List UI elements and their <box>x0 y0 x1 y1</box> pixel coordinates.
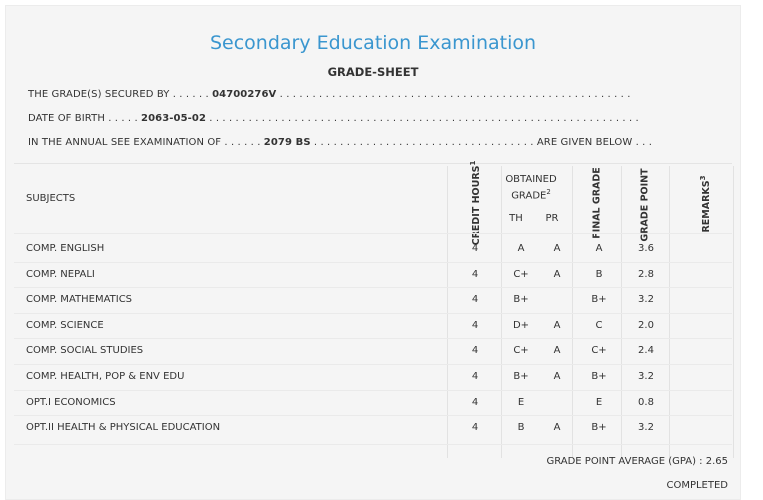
row-pr: A <box>553 371 561 382</box>
col-line <box>733 166 734 458</box>
row-pr: A <box>553 319 561 331</box>
row-th: C+ <box>513 345 529 357</box>
header-subjects: SUBJECTS <box>26 193 76 204</box>
row-credit: 4 <box>471 268 479 280</box>
exam-line: IN THE ANNUAL SEE EXAMINATION OF . . . .… <box>28 137 653 148</box>
col-line <box>621 166 622 458</box>
gpa-label: GRADE POINT AVERAGE (GPA) : <box>546 456 703 467</box>
status-text: COMPLETED <box>666 480 728 491</box>
row-divider <box>14 338 732 340</box>
col-line <box>501 166 502 458</box>
col-line <box>572 166 573 458</box>
row-gp: 0.8 <box>638 396 654 408</box>
row-subject: OPT.II HEALTH & PHYSICAL EDUCATION <box>26 422 221 434</box>
row-subject: COMP. SOCIAL STUDIES <box>26 345 144 357</box>
row-credit: 4 <box>471 345 479 357</box>
row-pr: A <box>553 243 561 254</box>
row-divider <box>14 389 732 391</box>
row-subject: COMP. SCIENCE <box>26 319 104 331</box>
divider <box>14 163 732 164</box>
row-subject: COMP. NEPALI <box>26 268 95 280</box>
row-credit: 4 <box>471 396 479 408</box>
row-credit: 4 <box>471 319 479 331</box>
row-divider <box>14 261 732 263</box>
row-final: B <box>595 268 603 280</box>
row-gp: 2.0 <box>638 319 654 331</box>
header-grade-point: GRADE POINT <box>639 168 651 242</box>
col-line <box>447 166 448 458</box>
row-divider <box>14 312 732 314</box>
exam-label: IN THE ANNUAL SEE EXAMINATION OF <box>28 137 222 148</box>
dob-line: DATE OF BIRTH . . . . . 2063-05-02 . . .… <box>28 113 639 124</box>
row-pr: A <box>553 268 561 280</box>
row-th: B+ <box>513 294 529 306</box>
secured-by-label: THE GRADE(S) SECURED BY <box>28 89 170 100</box>
row-final: B+ <box>591 294 607 306</box>
row-subject: OPT.I ECONOMICS <box>26 396 116 408</box>
dob-label: DATE OF BIRTH <box>28 113 105 124</box>
row-gp: 3.2 <box>638 422 654 434</box>
row-subject: COMP. MATHEMATICS <box>26 294 133 306</box>
row-th: B+ <box>513 371 529 382</box>
table-bottom-line <box>14 444 732 445</box>
row-credit: 4 <box>471 422 479 434</box>
row-final: B+ <box>591 422 607 434</box>
header-pr: PR <box>545 213 559 224</box>
row-final: C <box>595 319 603 331</box>
row-gp: 3.6 <box>638 243 654 254</box>
row-th: A <box>517 243 525 254</box>
row-gp: 3.2 <box>638 294 654 306</box>
row-final: E <box>595 396 603 408</box>
row-final: B+ <box>591 371 607 382</box>
header-obtained-grade: OBTAINED GRADE2 <box>505 174 557 202</box>
row-pr: A <box>553 422 561 434</box>
exam-title: Secondary Education Examination <box>209 32 537 54</box>
row-th: C+ <box>513 268 529 280</box>
row-gp: 2.4 <box>638 345 654 357</box>
exam-suffix: ARE GIVEN BELOW <box>536 137 633 148</box>
col-line <box>669 166 670 458</box>
row-credit: 4 <box>471 243 479 254</box>
grade-sheet: Secondary Education Examination GRADE-SH… <box>5 5 741 500</box>
row-final: A <box>595 243 603 254</box>
row-subject: COMP. HEALTH, POP & ENV EDU <box>26 371 185 382</box>
symbol-number: 04700276V <box>212 89 277 100</box>
header-bottom-line <box>14 233 732 234</box>
sheet-subtitle: GRADE-SHEET <box>327 65 419 79</box>
header-final-grade: FINAL GRADE <box>591 167 603 239</box>
row-divider <box>14 415 732 417</box>
row-th: E <box>517 396 525 408</box>
row-credit: 4 <box>471 294 479 306</box>
dob-value: 2063-05-02 <box>141 113 207 124</box>
row-divider <box>14 364 732 365</box>
row-pr: A <box>553 345 561 357</box>
row-credit: 4 <box>471 371 479 382</box>
gpa-line: GRADE POINT AVERAGE (GPA) : 2.65 <box>546 456 728 467</box>
row-gp: 2.8 <box>638 268 654 280</box>
row-gp: 3.2 <box>638 371 654 382</box>
secured-by-line: THE GRADE(S) SECURED BY . . . . . . 0470… <box>28 89 631 100</box>
gpa-value: 2.65 <box>705 456 728 467</box>
row-th: D+ <box>512 319 530 331</box>
header-remarks: REMARKS3 <box>698 175 713 233</box>
header-th: TH <box>509 213 523 224</box>
row-subject: COMP. ENGLISH <box>26 243 105 254</box>
exam-year: 2079 BS <box>263 137 311 148</box>
row-th: B <box>517 422 525 434</box>
row-divider <box>14 287 732 289</box>
row-final: C+ <box>591 345 607 357</box>
